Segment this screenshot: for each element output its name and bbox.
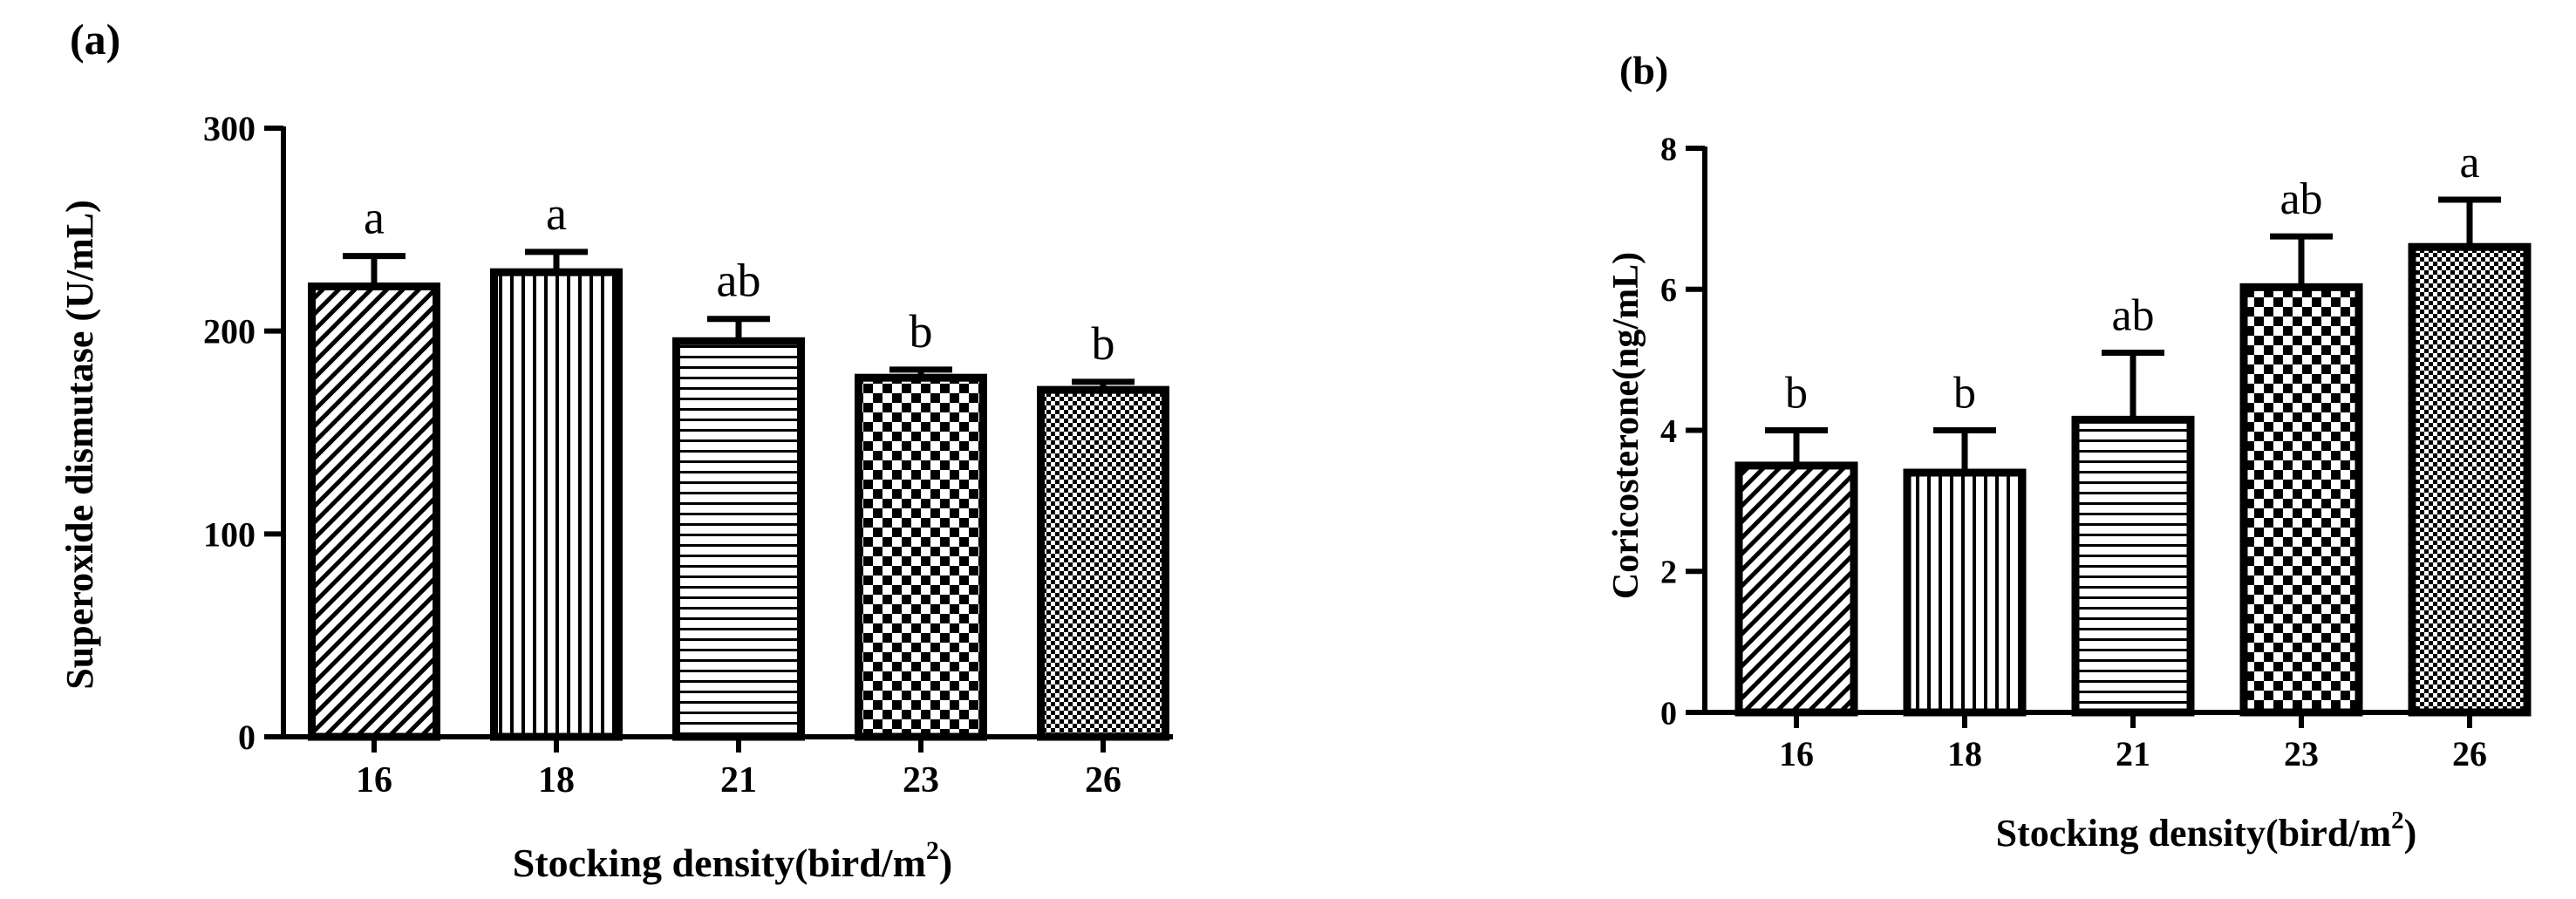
x-tick-label: 23 bbox=[903, 760, 939, 800]
x-tick-label: 16 bbox=[1779, 734, 1814, 773]
x-tick-label: 21 bbox=[720, 760, 757, 800]
y-tick-label: 0 bbox=[238, 718, 256, 757]
x-tick-label: 18 bbox=[538, 760, 575, 800]
y-tick-label: 100 bbox=[203, 514, 256, 554]
panel-b: (b) Coricosterone(ng/mL) 0 2 4 6 8 16 18 21 23 26… bbox=[1606, 48, 2532, 855]
bar bbox=[2239, 283, 2363, 717]
x-tick-label: 26 bbox=[1085, 760, 1121, 800]
y-tick-label: 8 bbox=[1660, 131, 1677, 167]
bar bbox=[2408, 242, 2532, 717]
bar bbox=[1734, 461, 1858, 717]
significance-letter: ab bbox=[717, 255, 761, 307]
y-tick-label: 300 bbox=[203, 109, 256, 148]
significance-letter: ab bbox=[2280, 174, 2322, 224]
x-axis-label-main: Stocking density(bird/m bbox=[1996, 812, 2392, 855]
bar bbox=[855, 373, 987, 741]
panel-label: (b) bbox=[1619, 48, 1668, 92]
significance-letter: a bbox=[2459, 138, 2479, 187]
x-axis-label: Stocking density(bird/m2) bbox=[1996, 807, 2417, 855]
bar bbox=[1037, 385, 1169, 741]
significance-letter: b bbox=[1092, 317, 1115, 370]
y-axis-label: Coricosterone(ng/mL) bbox=[1606, 252, 1646, 599]
x-axis-label: Stocking density(bird/m2) bbox=[513, 836, 952, 885]
significance-letter: b bbox=[1953, 369, 1976, 419]
x-tick-label: 16 bbox=[356, 760, 392, 800]
panel-a: (a) Superoxide dismutase (U/mL) 0 100 200 3… bbox=[58, 15, 1173, 885]
bar bbox=[2071, 415, 2195, 717]
y-tick-label: 2 bbox=[1660, 555, 1677, 591]
y-tick-label: 200 bbox=[203, 312, 256, 351]
x-axis-label-end: ) bbox=[939, 841, 952, 885]
x-axis-label-main: Stocking density(bird/m bbox=[513, 841, 926, 885]
bar bbox=[1903, 468, 2027, 717]
y-tick-label: 4 bbox=[1660, 413, 1677, 450]
x-axis-label-superscript: 2 bbox=[2391, 807, 2404, 834]
bar bbox=[308, 282, 440, 741]
y-axis-label: Superoxide dismutase (U/mL) bbox=[58, 200, 101, 689]
bars: b b ab ab a bbox=[1734, 138, 2532, 717]
significance-letter: b bbox=[1785, 369, 1808, 419]
bar bbox=[672, 337, 805, 741]
x-tick-label: 23 bbox=[2284, 734, 2319, 773]
significance-letter: b bbox=[910, 305, 933, 358]
x-tick-label: 18 bbox=[1947, 734, 1982, 773]
significance-letter: a bbox=[364, 192, 385, 244]
significance-letter: ab bbox=[2111, 291, 2154, 341]
significance-letter: a bbox=[546, 187, 567, 240]
bar bbox=[490, 268, 623, 741]
x-axis-label-end: ) bbox=[2404, 812, 2417, 855]
x-axis-label-superscript: 2 bbox=[926, 836, 939, 865]
x-tick-label: 21 bbox=[2116, 734, 2150, 773]
y-tick-label: 6 bbox=[1660, 272, 1677, 309]
bars: a a ab b b bbox=[308, 187, 1169, 741]
panel-label: (a) bbox=[70, 15, 120, 64]
x-tick-label: 26 bbox=[2452, 734, 2487, 773]
y-tick-label: 0 bbox=[1660, 695, 1677, 732]
